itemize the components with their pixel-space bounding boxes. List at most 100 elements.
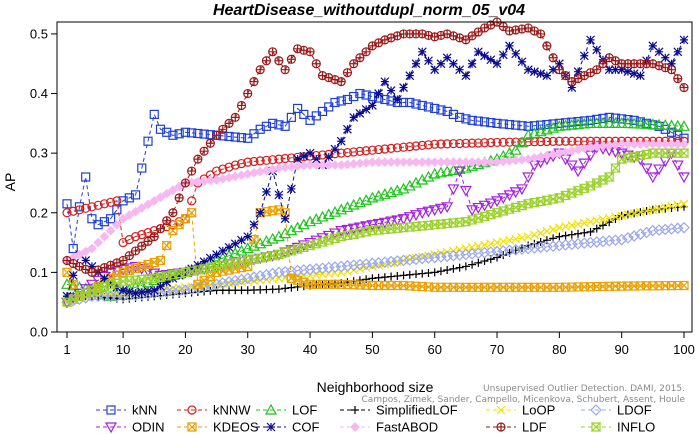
data-point-fastabod: [616, 139, 627, 150]
data-point-knn: [187, 128, 197, 138]
data-point-knnw: [68, 206, 78, 216]
data-point-knn: [330, 97, 340, 108]
data-point-fastabod: [417, 157, 428, 167]
data-point-knn: [342, 94, 353, 105]
data-point-knnw: [130, 232, 141, 242]
data-point-odin: [522, 172, 535, 184]
data-point-fastabod: [105, 225, 116, 236]
data-point-ldof: [578, 237, 591, 250]
data-point-cof: [343, 124, 352, 134]
data-point-cof: [480, 51, 489, 61]
data-point-lof: [559, 119, 572, 131]
data-point-ldof: [273, 266, 285, 279]
data-point-kdeos: [679, 280, 689, 291]
data-point-odin: [491, 196, 504, 208]
data-point-odin: [366, 220, 379, 231]
data-point-knnw: [386, 143, 396, 153]
legend-item-knnw: kNNW: [177, 403, 251, 418]
data-point-ldof: [216, 277, 229, 289]
data-point-ldof: [360, 258, 373, 270]
data-point-ldf: [168, 208, 178, 218]
data-point-knnw: [112, 196, 122, 206]
data-point-ldof: [472, 247, 485, 260]
data-point-ldof: [541, 240, 553, 253]
data-point-knnw: [286, 153, 296, 163]
data-point-cof: [654, 47, 664, 57]
data-point-fastabod: [143, 199, 153, 210]
data-point-lof: [603, 117, 616, 128]
data-point-simplifiedlof: [567, 230, 576, 239]
data-point-ldf: [143, 236, 153, 246]
data-point-knn: [380, 94, 390, 105]
data-point-knn: [417, 100, 427, 111]
legend-item-loop: LoOP: [486, 403, 555, 418]
data-point-cof: [99, 273, 109, 283]
data-point-knnw: [567, 136, 577, 146]
data-point-cof: [193, 260, 203, 270]
data-point-fastabod: [398, 157, 409, 167]
data-point-fastabod: [124, 210, 135, 221]
data-point-cof: [529, 67, 539, 77]
data-point-fastabod: [666, 139, 677, 150]
data-point-knn: [180, 127, 191, 137]
data-point-ldof: [279, 265, 291, 278]
data-point-knn: [673, 130, 683, 140]
data-point-cof: [336, 136, 346, 146]
data-point-cof: [679, 35, 689, 45]
data-point-ldf: [224, 118, 234, 128]
data-point-fastabod: [330, 160, 340, 170]
data-point-knnw: [492, 137, 502, 148]
data-point-cof: [174, 270, 184, 280]
legend-label-loop: LoOP: [522, 403, 555, 418]
data-point-ldf: [193, 154, 203, 164]
data-point-cof: [280, 214, 290, 224]
data-point-fastabod: [411, 157, 421, 167]
data-point-odin: [509, 187, 522, 199]
data-point-simplifiedlof: [574, 229, 583, 238]
data-point-knn: [567, 117, 577, 127]
data-point-ldof: [497, 245, 510, 257]
x-tick-label: 50: [365, 342, 379, 357]
data-point-ldof: [354, 258, 366, 271]
data-point-ldof: [210, 278, 223, 291]
data-point-knnw: [93, 200, 103, 210]
data-point-knn: [536, 120, 546, 130]
data-point-knnw: [218, 164, 228, 174]
data-point-knn: [355, 88, 365, 99]
data-point-fastabod: [448, 157, 459, 167]
data-point-knn: [486, 118, 496, 128]
data-point-ldof: [460, 248, 472, 261]
data-point-ldof: [179, 284, 192, 297]
data-point-ldof: [453, 249, 466, 261]
data-point-inflo: [603, 172, 615, 182]
data-point-knn: [87, 214, 97, 224]
data-point-cof: [448, 59, 458, 69]
data-point-knnw: [342, 147, 353, 158]
data-point-ldof: [241, 272, 254, 285]
data-point-ldf: [673, 74, 683, 84]
data-point-cof: [311, 154, 321, 164]
data-point-knn: [280, 121, 290, 131]
data-point-cof: [567, 83, 577, 93]
data-point-cof: [162, 277, 172, 287]
data-point-odin: [409, 210, 423, 221]
data-point-lof: [628, 117, 641, 129]
legend-label-inflo: INFLO: [617, 420, 655, 434]
x-tick-label: 80: [552, 342, 566, 357]
data-point-ldf: [174, 193, 184, 203]
data-point-fastabod: [635, 139, 646, 150]
data-point-odin: [385, 216, 398, 228]
x-tick-label: 20: [178, 342, 192, 357]
data-point-knn: [168, 130, 178, 140]
data-point-fastabod: [149, 195, 160, 206]
data-point-knn: [511, 120, 521, 130]
data-point-ldof: [335, 260, 348, 273]
data-point-cof: [542, 71, 552, 81]
data-point-ldf: [542, 41, 552, 51]
data-point-fastabod: [93, 237, 104, 248]
y-axis-label: AP: [2, 173, 18, 192]
data-point-knnw: [548, 136, 558, 146]
data-point-cof: [262, 187, 271, 197]
data-point-fastabod: [317, 160, 328, 170]
data-point-cof: [592, 45, 602, 55]
